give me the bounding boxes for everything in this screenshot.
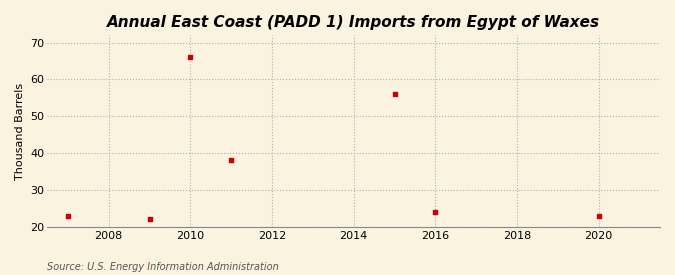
Title: Annual East Coast (PADD 1) Imports from Egypt of Waxes: Annual East Coast (PADD 1) Imports from … <box>107 15 600 30</box>
Point <box>389 92 400 96</box>
Point <box>430 210 441 214</box>
Point <box>185 55 196 60</box>
Point <box>226 158 237 163</box>
Point <box>593 213 604 218</box>
Point <box>63 213 74 218</box>
Y-axis label: Thousand Barrels: Thousand Barrels <box>15 82 25 180</box>
Text: Source: U.S. Energy Information Administration: Source: U.S. Energy Information Administ… <box>47 262 279 272</box>
Point <box>144 217 155 221</box>
